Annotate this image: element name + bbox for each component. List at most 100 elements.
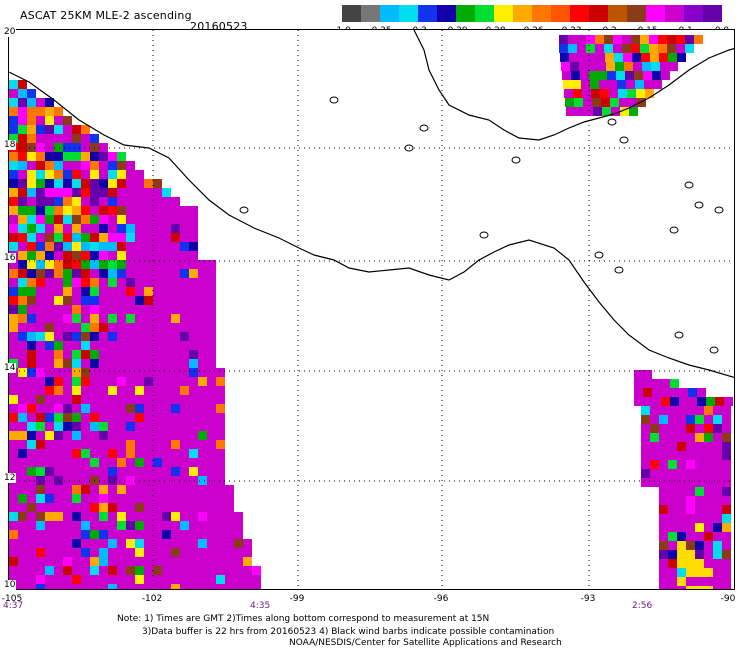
wind-cell bbox=[99, 413, 108, 422]
wind-cell bbox=[63, 152, 72, 161]
wind-cell bbox=[27, 494, 36, 503]
wind-cell bbox=[9, 530, 18, 539]
wind-cell bbox=[144, 260, 153, 269]
wind-cell bbox=[643, 388, 652, 397]
wind-cell bbox=[117, 494, 126, 503]
wind-cell bbox=[117, 467, 126, 476]
wind-cell bbox=[63, 296, 72, 305]
wind-cell bbox=[9, 215, 18, 224]
wind-cell bbox=[90, 539, 99, 548]
wind-cell bbox=[45, 350, 54, 359]
wind-cell bbox=[704, 406, 713, 415]
wind-cell bbox=[713, 424, 722, 433]
island-outline bbox=[479, 231, 489, 239]
wind-cell bbox=[27, 233, 36, 242]
wind-cell bbox=[18, 152, 27, 161]
wind-cell bbox=[659, 451, 668, 460]
wind-cell bbox=[144, 206, 153, 215]
wind-cell bbox=[135, 530, 144, 539]
wind-cell bbox=[162, 314, 171, 323]
wind-cell bbox=[571, 71, 580, 80]
wind-cell bbox=[144, 548, 153, 557]
wind-cell bbox=[36, 296, 45, 305]
wind-cell bbox=[686, 451, 695, 460]
wind-cell bbox=[180, 449, 189, 458]
wind-cell bbox=[63, 467, 72, 476]
wind-cell bbox=[695, 460, 704, 469]
wind-cell bbox=[45, 188, 54, 197]
wind-cell bbox=[153, 413, 162, 422]
wind-cell bbox=[63, 215, 72, 224]
wind-cell bbox=[704, 568, 713, 577]
wind-cell bbox=[81, 584, 90, 589]
wind-cell bbox=[27, 548, 36, 557]
wind-cell bbox=[189, 296, 198, 305]
colorbar-swatch bbox=[494, 5, 513, 22]
wind-cell bbox=[135, 431, 144, 440]
wind-cell bbox=[27, 314, 36, 323]
wind-cell bbox=[189, 413, 198, 422]
wind-cell bbox=[63, 305, 72, 314]
wind-cell bbox=[171, 206, 180, 215]
wind-cell bbox=[81, 503, 90, 512]
wind-cell bbox=[9, 125, 18, 134]
wind-cell bbox=[108, 161, 117, 170]
wind-cell bbox=[189, 287, 198, 296]
wind-cell bbox=[9, 314, 18, 323]
wind-cell bbox=[216, 557, 225, 566]
wind-cell bbox=[54, 278, 63, 287]
wind-cell bbox=[81, 449, 90, 458]
wind-cell bbox=[135, 557, 144, 566]
wind-cell bbox=[722, 406, 731, 415]
wind-cell bbox=[81, 134, 90, 143]
wind-cell bbox=[216, 476, 225, 485]
wind-cell bbox=[27, 188, 36, 197]
wind-cell bbox=[81, 548, 90, 557]
wind-cell bbox=[144, 359, 153, 368]
colorbar bbox=[342, 5, 722, 22]
wind-cell bbox=[686, 424, 695, 433]
wind-cell bbox=[18, 161, 27, 170]
wind-cell bbox=[9, 341, 18, 350]
wind-cell bbox=[619, 98, 628, 107]
wind-cell bbox=[117, 206, 126, 215]
wind-cell bbox=[677, 478, 686, 487]
wind-cell bbox=[722, 532, 731, 541]
wind-cell bbox=[135, 386, 144, 395]
wind-cell bbox=[45, 116, 54, 125]
wind-cell bbox=[36, 449, 45, 458]
wind-cell bbox=[108, 494, 117, 503]
wind-cell bbox=[162, 512, 171, 521]
wind-cell bbox=[81, 557, 90, 566]
wind-cell bbox=[36, 539, 45, 548]
wind-cell bbox=[18, 107, 27, 116]
wind-cell bbox=[135, 287, 144, 296]
wind-cell bbox=[117, 215, 126, 224]
wind-cell bbox=[54, 161, 63, 170]
wind-cell bbox=[54, 386, 63, 395]
wind-cell bbox=[45, 152, 54, 161]
wind-cell bbox=[63, 233, 72, 242]
wind-cell bbox=[650, 460, 659, 469]
wind-cell bbox=[570, 62, 579, 71]
wind-cell bbox=[63, 368, 72, 377]
wind-cell bbox=[126, 431, 135, 440]
wind-cell bbox=[153, 332, 162, 341]
wind-cell bbox=[90, 287, 99, 296]
wind-cell bbox=[207, 440, 216, 449]
wind-cell bbox=[18, 116, 27, 125]
wind-cell bbox=[565, 98, 574, 107]
wind-cell bbox=[162, 530, 171, 539]
wind-cell bbox=[90, 323, 99, 332]
wind-cell bbox=[704, 478, 713, 487]
wind-cell bbox=[72, 377, 81, 386]
wind-cell bbox=[72, 413, 81, 422]
wind-cell bbox=[180, 278, 189, 287]
wind-cell bbox=[27, 341, 36, 350]
colorbar-swatch bbox=[646, 5, 665, 22]
wind-cell bbox=[81, 269, 90, 278]
wind-cell bbox=[81, 386, 90, 395]
wind-cell bbox=[569, 53, 578, 62]
wind-cell bbox=[641, 478, 650, 487]
wind-cell bbox=[81, 152, 90, 161]
